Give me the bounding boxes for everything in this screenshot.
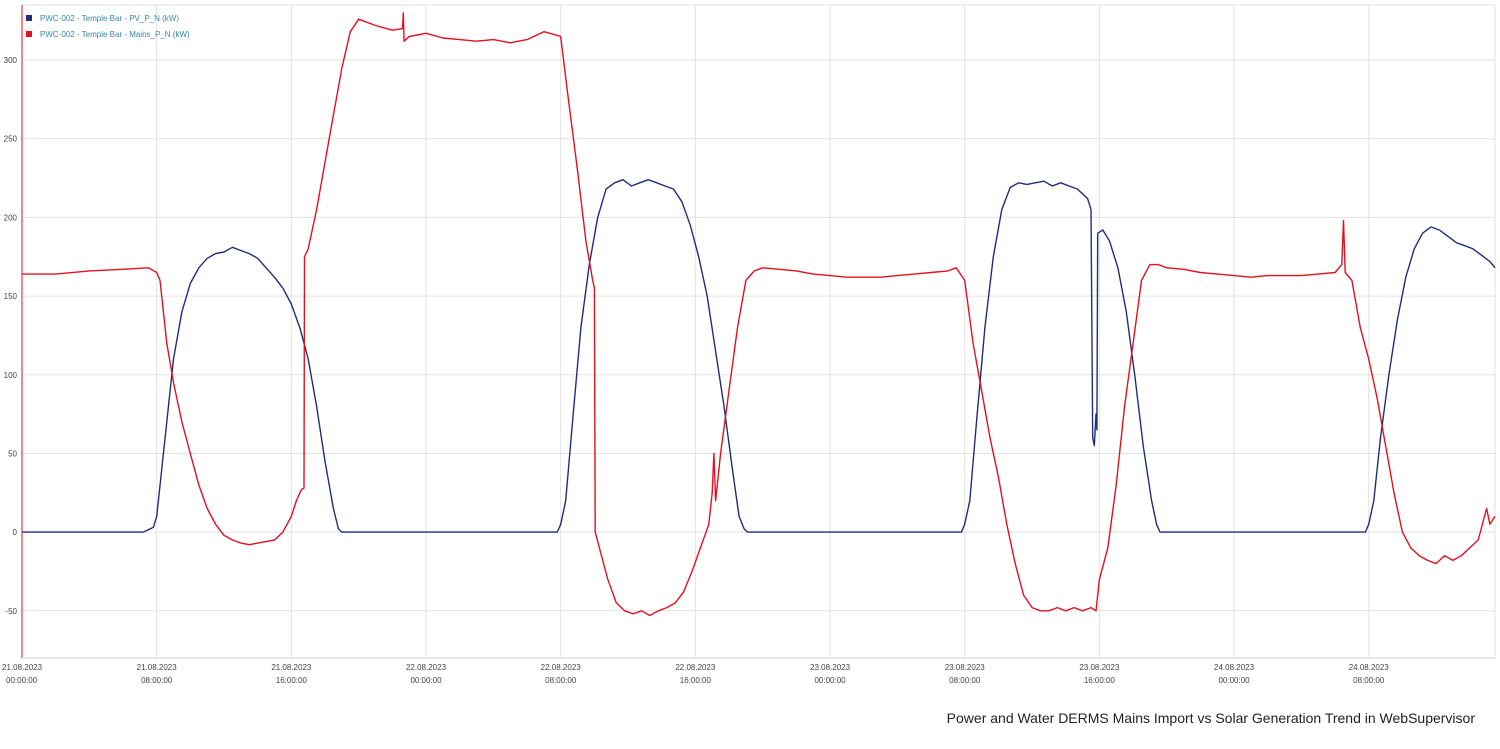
x-tick-date: 24.08.2023 bbox=[1349, 663, 1390, 672]
y-tick-label: 50 bbox=[8, 449, 17, 458]
legend-swatch-pv bbox=[26, 15, 32, 21]
trend-chart: -50 0 50 100 150 200 250 300 21.08.2023 00:00:00 2… bbox=[2, 4, 1496, 685]
x-tick-time: 08:00:00 bbox=[1353, 676, 1385, 685]
x-tick-time: 08:00:00 bbox=[949, 676, 981, 685]
y-tick-label: 0 bbox=[13, 528, 18, 537]
x-tick-date: 23.08.2023 bbox=[810, 663, 851, 672]
x-tick-time: 16:00:00 bbox=[1084, 676, 1116, 685]
series-line-mains bbox=[22, 12, 1496, 617]
x-tick-time: 00:00:00 bbox=[410, 676, 442, 685]
chart-svg: -50 0 50 100 150 200 250 300 21.08.2023 00:00:00 2… bbox=[2, 4, 1496, 685]
legend-item-pv[interactable]: PWC-002 - Temple Bar - PV_P_N (kW) bbox=[26, 10, 190, 26]
legend-item-mains[interactable]: PWC-002 - Temple Bar - Mains_P_N (kW) bbox=[26, 26, 190, 42]
chart-legend: PWC-002 - Temple Bar - PV_P_N (kW) PWC-0… bbox=[26, 10, 190, 42]
x-tick-date: 22.08.2023 bbox=[406, 663, 447, 672]
x-tick-time: 16:00:00 bbox=[276, 676, 308, 685]
x-tick-date: 21.08.2023 bbox=[2, 663, 43, 672]
y-tick-label: 150 bbox=[4, 292, 18, 301]
legend-swatch-mains bbox=[26, 31, 32, 37]
y-tick-label: 300 bbox=[4, 56, 18, 65]
plot-area bbox=[21, 4, 1496, 659]
legend-label-pv: PWC-002 - Temple Bar - PV_P_N (kW) bbox=[40, 13, 179, 23]
x-tick-date: 21.08.2023 bbox=[271, 663, 312, 672]
x-tick-time: 08:00:00 bbox=[141, 676, 173, 685]
x-tick-date: 24.08.2023 bbox=[1214, 663, 1255, 672]
x-tick-date: 22.08.2023 bbox=[675, 663, 716, 672]
x-tick-date: 21.08.2023 bbox=[137, 663, 178, 672]
x-tick-time: 00:00:00 bbox=[1218, 676, 1250, 685]
x-tick-time: 16:00:00 bbox=[680, 676, 712, 685]
x-tick-time: 00:00:00 bbox=[6, 676, 38, 685]
x-tick-date: 23.08.2023 bbox=[945, 663, 986, 672]
x-tick-date: 23.08.2023 bbox=[1079, 663, 1120, 672]
legend-label-mains: PWC-002 - Temple Bar - Mains_P_N (kW) bbox=[40, 29, 190, 39]
x-tick-time: 00:00:00 bbox=[814, 676, 846, 685]
series-line-pv bbox=[22, 178, 1496, 533]
figure-caption: Power and Water DERMS Mains Import vs So… bbox=[946, 710, 1475, 726]
y-tick-label: 200 bbox=[4, 213, 18, 222]
x-tick-date: 22.08.2023 bbox=[541, 663, 582, 672]
x-tick-time: 08:00:00 bbox=[545, 676, 577, 685]
y-tick-label: 250 bbox=[4, 135, 18, 144]
y-tick-label: -50 bbox=[5, 607, 17, 616]
y-tick-label: 100 bbox=[4, 371, 18, 380]
